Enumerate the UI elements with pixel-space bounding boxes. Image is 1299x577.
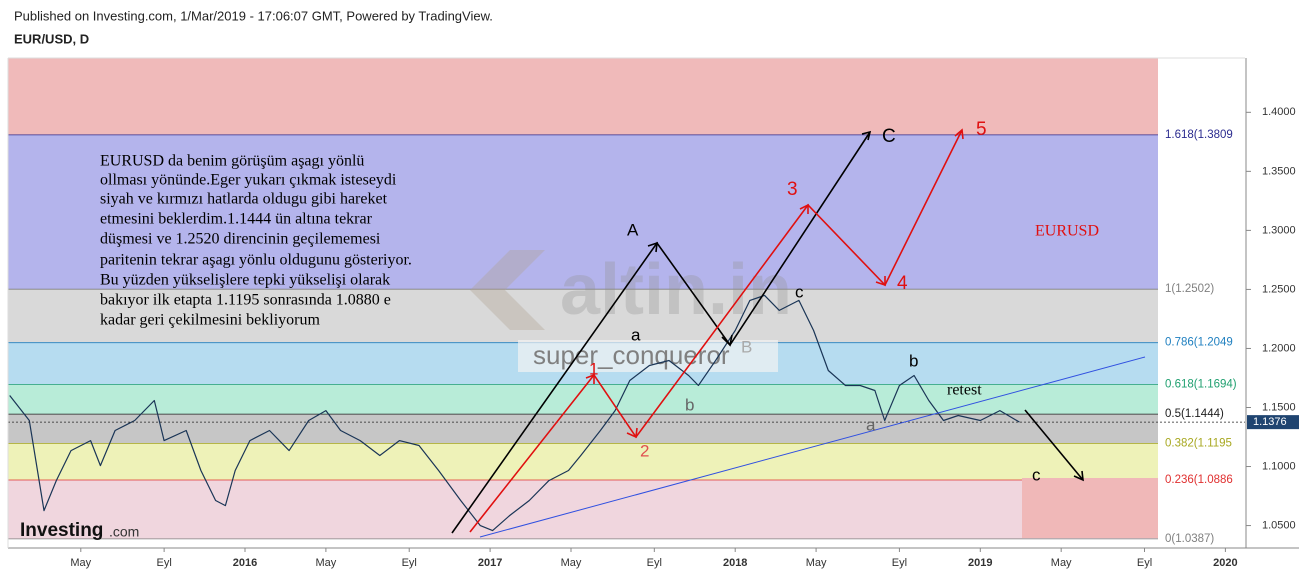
- arrow-head: [585, 373, 595, 384]
- x-tick-label: 2019: [968, 557, 992, 569]
- trend-line: [479, 356, 1146, 538]
- annotation: b: [685, 395, 694, 414]
- arrow-head: [954, 128, 964, 140]
- price-line: [9, 294, 1020, 532]
- note-line: kadar geri çekilmesini bekliyorum: [100, 312, 320, 329]
- x-tick-label: Eyl: [647, 557, 662, 569]
- x-tick-label: May: [1051, 557, 1072, 569]
- note: EURUSD da benim görüşüm aşagı yönlü ollm…: [100, 153, 412, 329]
- fib-band: [8, 134, 1158, 290]
- x-tick-label: May: [315, 557, 336, 569]
- y-tick-label: 1.3500: [1262, 165, 1296, 177]
- plot: [8, 294, 1245, 532]
- annotation: b: [909, 351, 918, 370]
- y-tick-label: 1.4000: [1262, 106, 1296, 118]
- axes: 0(1.0387) 0.236(1.0886 0.382(1.1195 0.5(1.1…: [7, 57, 1299, 569]
- watermark-text: altin.in: [560, 250, 792, 330]
- x-tick-label: 2016: [233, 557, 257, 569]
- note-line: Bu yüzden yükselişlere tepki yükselişi o…: [100, 272, 390, 289]
- logo-text: Investing: [20, 520, 103, 541]
- x-tick-label: Eyl: [1137, 557, 1152, 569]
- black-path: [451, 131, 871, 534]
- fib-label: 0.786(1.2049: [1165, 337, 1233, 349]
- watermark-logo: [470, 250, 545, 330]
- annotation: a: [631, 325, 641, 344]
- note-line: siyah ve kırmızı hatlarda oldugu gibi ha…: [100, 191, 388, 208]
- fib-band: [8, 443, 1158, 480]
- arrow-head: [799, 203, 809, 214]
- x-tick-label: May: [70, 557, 91, 569]
- note-line: düşmesi ve 1.2520 direncinin geçilememes…: [100, 231, 381, 248]
- fib-label: 0(1.0387): [1165, 533, 1214, 545]
- annotation: A: [627, 220, 639, 239]
- fib-label: 0.236(1.0886: [1165, 474, 1233, 486]
- y-tick-label: 1.2000: [1262, 342, 1296, 354]
- x-tick-label: 2018: [723, 557, 747, 569]
- fib-bands: [8, 58, 1158, 540]
- x-tick-label: May: [806, 557, 827, 569]
- logo-suffix: .com: [109, 524, 139, 540]
- note-line: EURUSD da benim görüşüm aşagı yönlü: [100, 153, 364, 170]
- fib-band: [8, 414, 1158, 444]
- y-tick-label: 1.1500: [1262, 401, 1296, 413]
- annotation: 1: [589, 359, 598, 378]
- note-line: paritenin tekrar aşagı yönlu oldugunu gö…: [100, 252, 412, 269]
- annotation: 4: [897, 273, 908, 294]
- red-path: [469, 129, 963, 533]
- fib-label: 0.382(1.1195: [1165, 438, 1232, 450]
- y-tick-label: 1.2500: [1262, 283, 1296, 295]
- annotation: retest: [947, 382, 982, 399]
- fib-label: 1.618(1.3809: [1165, 129, 1233, 141]
- x-tick-label: 2020: [1213, 557, 1237, 569]
- fib-label: 0.618(1.1694): [1165, 379, 1237, 391]
- symbol: EUR/USD, D: [14, 31, 89, 46]
- target-box: [1022, 478, 1158, 538]
- annotation: C: [882, 126, 896, 147]
- fib-band: [8, 289, 1158, 343]
- published-line: Published on Investing.com, 1/Mar/2019 -…: [14, 8, 493, 23]
- x-tick-label: Eyl: [156, 557, 171, 569]
- note-line: etmesini beklerdim.1.1444 ün altına tekr…: [100, 211, 373, 228]
- arrow-head: [647, 241, 658, 253]
- arrow-head: [861, 130, 872, 141]
- arrow-head: [721, 334, 733, 347]
- last-price-tag: [1247, 415, 1299, 430]
- last-price-label: 1.1376: [1253, 416, 1287, 428]
- x-tick-label: Eyl: [892, 557, 907, 569]
- drawings: [451, 128, 1146, 538]
- x-tick-label: 2017: [478, 557, 502, 569]
- x-tick-label: May: [561, 557, 582, 569]
- annotation: c: [1032, 465, 1041, 484]
- fib-label: 0.5(1.1444): [1165, 408, 1224, 420]
- y-tick-label: 1.0500: [1262, 519, 1296, 531]
- annotation: EURUSD: [1035, 223, 1099, 240]
- arrow-head: [1073, 470, 1084, 482]
- note-line: bakıyor ilk etapta 1.1195 sonrasında 1.0…: [100, 292, 391, 309]
- black-arrow: [1024, 409, 1084, 481]
- x-tick-label: Eyl: [402, 557, 417, 569]
- annotation: B: [741, 337, 752, 356]
- annotation: a: [866, 415, 876, 434]
- logo: Investing .com: [20, 520, 139, 541]
- annotation: 5: [976, 119, 987, 140]
- arrow-head: [626, 427, 638, 439]
- annotations: EURUSD A C a b c b a retest c 1 2 3 4 5 …: [589, 119, 1099, 484]
- note-line: ollması yönünde.Eger yukarı çıkmak istes…: [100, 172, 397, 189]
- y-tick-label: 1.1000: [1262, 460, 1296, 472]
- annotation: c: [795, 282, 804, 301]
- fib-band: [8, 58, 1158, 135]
- fib-label: 1(1.2502): [1165, 283, 1214, 295]
- annotation: 3: [787, 179, 798, 200]
- y-tick-label: 1.3000: [1262, 224, 1296, 236]
- arrow-head: [875, 276, 886, 287]
- annotation: 2: [640, 441, 649, 460]
